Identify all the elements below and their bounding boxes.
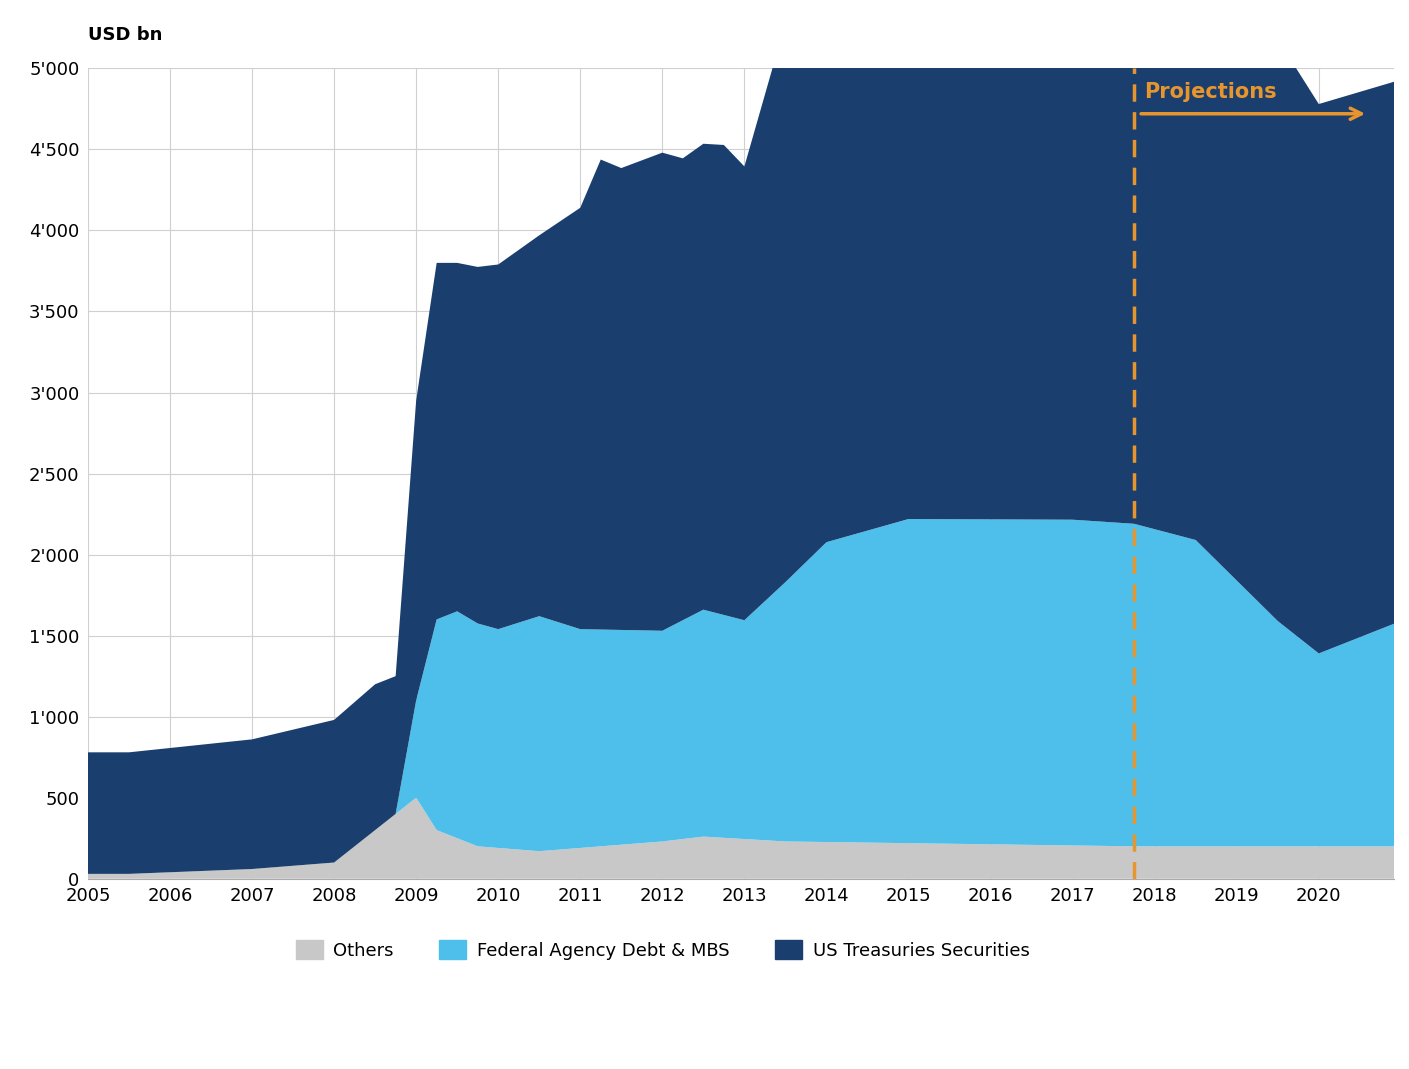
Legend: Others, Federal Agency Debt & MBS, US Treasuries Securities: Others, Federal Agency Debt & MBS, US Tr…	[289, 933, 1037, 967]
Text: USD bn: USD bn	[87, 26, 162, 44]
Text: Projections: Projections	[1144, 81, 1277, 102]
